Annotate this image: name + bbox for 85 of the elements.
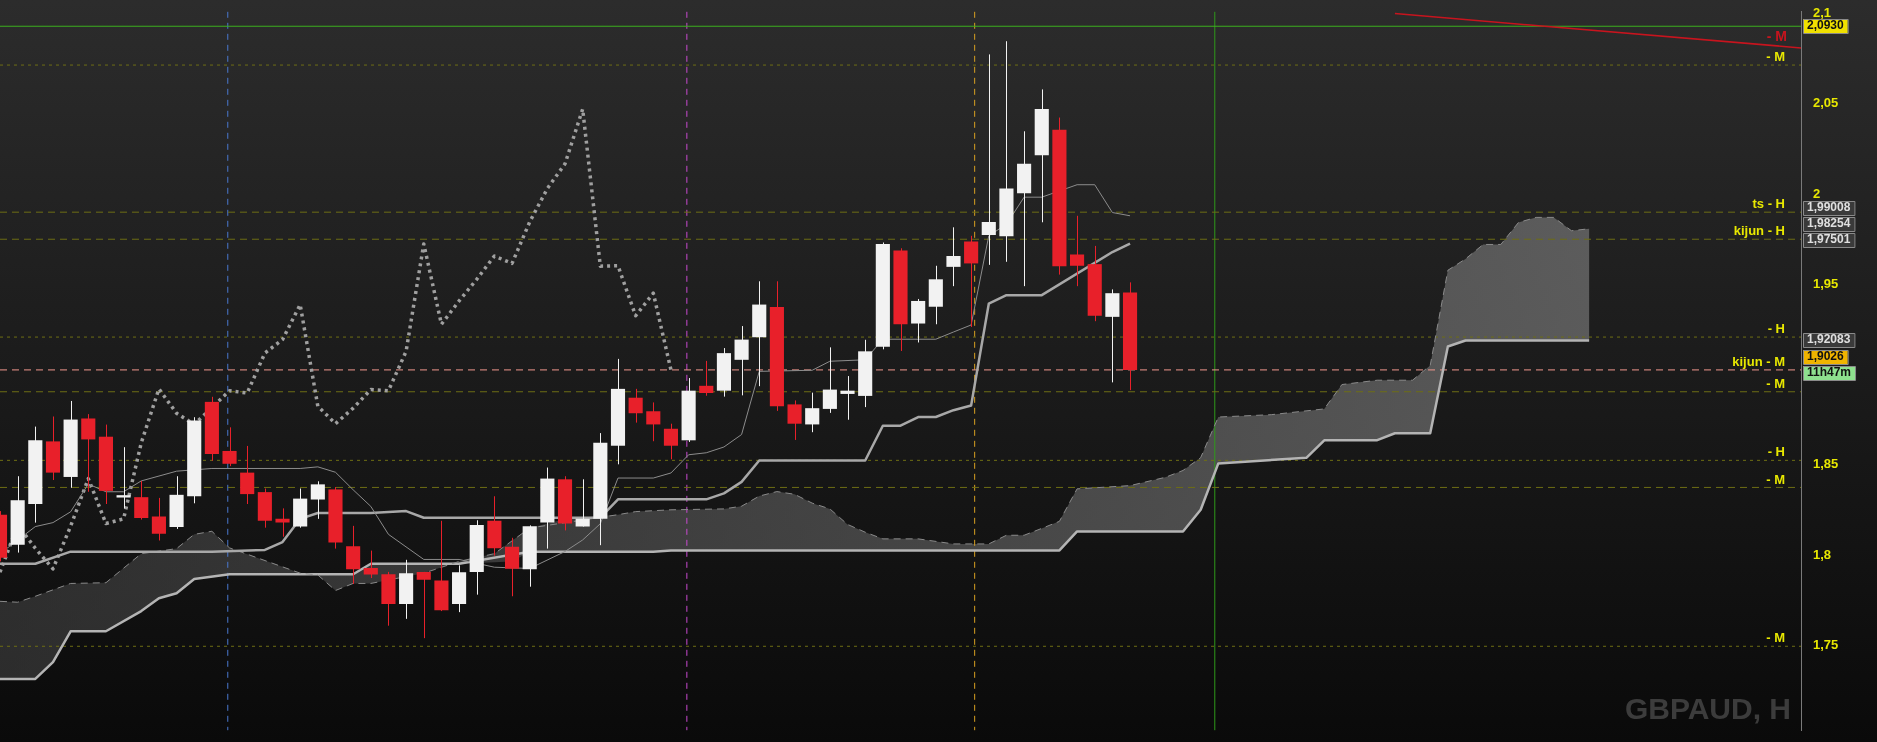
candlestick xyxy=(204,396,219,462)
text: 1,98254 xyxy=(1807,216,1851,231)
candlestick xyxy=(116,446,131,509)
y-tick-label: 1,75 xyxy=(1813,636,1839,652)
candlestick xyxy=(681,377,696,443)
candlestick xyxy=(875,241,890,350)
candlestick xyxy=(310,480,325,520)
candlestick xyxy=(893,247,908,352)
candlestick xyxy=(434,520,449,612)
candlestick xyxy=(452,564,467,613)
candlestick xyxy=(169,475,184,530)
candlestick xyxy=(858,339,873,408)
text: 1,99008 xyxy=(1807,200,1851,215)
candlestick xyxy=(222,426,237,467)
ref-line-label: - M xyxy=(1766,49,1785,65)
y-tick-label: 2,05 xyxy=(1813,95,1839,111)
text: 1,9026 xyxy=(1807,349,1845,364)
candlestick xyxy=(275,507,290,538)
candlestick xyxy=(346,525,361,585)
text: 1,92083 xyxy=(1807,332,1851,347)
candlestick xyxy=(999,40,1014,263)
candlestick xyxy=(416,571,431,639)
candlestick xyxy=(646,401,661,442)
candlestick xyxy=(81,413,96,493)
candlestick xyxy=(522,524,537,588)
candlestick xyxy=(487,495,502,557)
y-tick-label: 2 xyxy=(1813,185,1821,201)
candlestick xyxy=(540,467,555,550)
candlestick xyxy=(805,392,820,433)
candlestick xyxy=(1017,130,1032,287)
candlestick xyxy=(946,226,961,287)
candlestick xyxy=(134,480,149,521)
candlestick xyxy=(840,375,855,421)
candlestick xyxy=(928,265,943,325)
candlestick xyxy=(469,519,484,596)
candlestick xyxy=(769,280,784,412)
text: 2,0930 xyxy=(1807,18,1845,33)
candlestick xyxy=(187,416,202,504)
candlestick xyxy=(575,478,590,528)
candlestick xyxy=(981,53,996,266)
candlestick xyxy=(822,346,837,414)
candlestick xyxy=(10,475,25,554)
ref-line-label: - H xyxy=(1767,321,1785,337)
candlestick xyxy=(240,445,255,505)
candlestick xyxy=(399,559,414,620)
y-tick-label: 1,85 xyxy=(1813,456,1839,472)
y-tick-label: 1,95 xyxy=(1813,275,1839,291)
ref-line-label: - M xyxy=(1766,471,1785,487)
candlestick xyxy=(716,347,731,398)
candlestick xyxy=(787,399,802,441)
candlestick xyxy=(911,298,926,343)
candlestick xyxy=(45,415,61,481)
ref-line-label: kijun - H xyxy=(1733,223,1785,239)
ref-line-label: - M xyxy=(1766,375,1785,391)
candlestick xyxy=(381,571,396,627)
candlestick xyxy=(63,400,78,489)
ref-line-label: - H xyxy=(1767,444,1785,460)
candlestick xyxy=(610,358,626,465)
candlestick xyxy=(1034,88,1049,223)
candlestick xyxy=(1087,245,1102,322)
ref-line-label: ts - H xyxy=(1752,196,1785,212)
candlestick xyxy=(504,537,520,597)
text: 1,97501 xyxy=(1807,232,1851,247)
candlestick xyxy=(734,325,749,396)
candlestick xyxy=(663,423,679,460)
candlestick xyxy=(98,424,113,505)
y-tick-label: 1,8 xyxy=(1813,546,1832,562)
candlestick xyxy=(28,426,43,524)
candlestick xyxy=(1105,288,1120,383)
ref-line-label: kijun - M xyxy=(1732,354,1785,369)
candlestick xyxy=(151,497,166,541)
candlestick xyxy=(257,488,272,529)
candlestick xyxy=(1070,215,1085,287)
candlestick xyxy=(752,280,767,387)
ref-line-label: - M xyxy=(1766,630,1785,646)
candlestick xyxy=(1122,281,1138,391)
candlestick xyxy=(293,488,308,529)
candlestick xyxy=(557,475,573,531)
candlestick xyxy=(328,486,343,550)
series-label: - M xyxy=(1766,27,1787,44)
text: 11h47m xyxy=(1807,365,1852,380)
y-tick-label: 2,1 xyxy=(1813,5,1832,21)
candlestick xyxy=(1052,117,1067,276)
candlestick xyxy=(593,432,608,546)
candlestick xyxy=(363,550,378,579)
